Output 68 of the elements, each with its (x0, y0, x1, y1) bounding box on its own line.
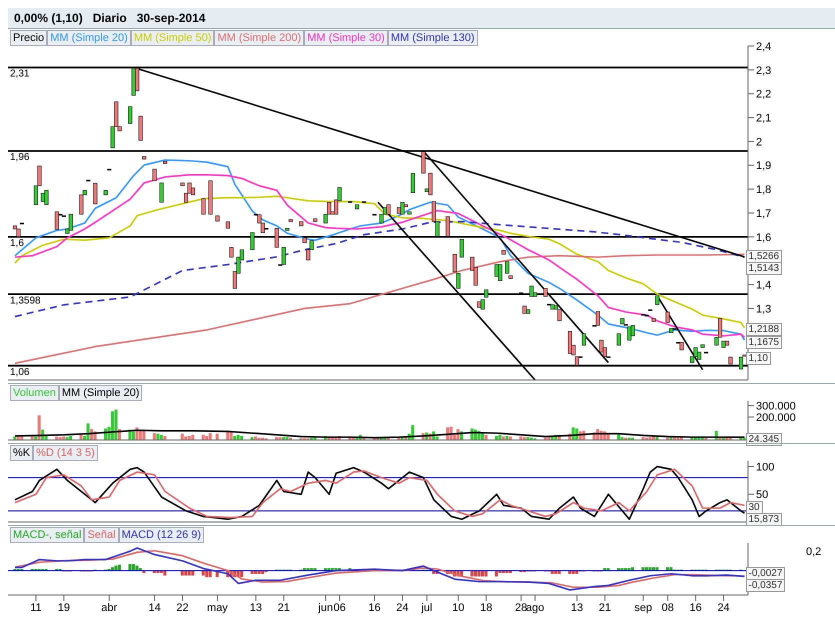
ref-line-label: 1,06 (10, 366, 30, 378)
x-tick-label: 16 (368, 602, 381, 614)
x-tick-label: 13 (570, 602, 584, 614)
x-tick-label: 22 (176, 602, 189, 614)
y-tick-label: 300.000 (756, 400, 796, 412)
annotation: 1,10 (746, 352, 771, 365)
ref-line-label: 1,3598 (10, 295, 42, 306)
y-tick-label: 200.000 (756, 412, 796, 424)
x-tick-label: 16 (690, 602, 702, 614)
x-tick-label: 28 (514, 602, 528, 614)
x-tick-label: may (207, 602, 228, 614)
series-label: MACD (12 26 9) (118, 527, 204, 543)
y-tick-label: 50 (756, 489, 768, 502)
annotation: 30 (746, 500, 763, 514)
text: MM (Simple 130) (388, 30, 478, 46)
y-tick-label: 1,7 (756, 208, 772, 220)
y-tick-label: 1,9 (756, 160, 772, 172)
annotation: 15,873 (746, 512, 782, 526)
legend-title: Precio (10, 30, 48, 46)
x-tick-label: 14 (148, 602, 161, 614)
x-tick-label: 21 (278, 602, 290, 614)
x-tick-label: abr (101, 602, 118, 614)
text: MM (Simple 30) (304, 30, 388, 46)
ref-line-label: 2,31 (10, 68, 30, 80)
x-tick-label: 13 (250, 602, 262, 614)
text: %K (10, 445, 34, 461)
x-tick-label: jun (317, 602, 333, 614)
y-tick-label: 1,6 (756, 232, 772, 244)
x-tick-label: 08 (662, 602, 674, 614)
x-tick-label: ago (526, 602, 544, 614)
x-tick-label: 10 (452, 602, 464, 614)
y-tick-label: 1,4 (756, 279, 772, 292)
text: MM (Simple 200) (214, 30, 304, 46)
annotation: -0,0027 (746, 566, 786, 580)
y-tick-label: 1,8 (756, 184, 772, 196)
text: MM (Simple 50) (130, 30, 214, 46)
text: MM (Simple 20) (58, 385, 142, 401)
x-tick-label: 06 (333, 602, 346, 614)
x-tick-label: jul (420, 602, 432, 614)
annotation: 1,2188 (746, 323, 782, 336)
y-tick-label: 2,2 (756, 88, 772, 101)
y-tick-label: 100 (756, 461, 774, 474)
x-tick-label: 24 (396, 602, 409, 614)
annotation: 1,1675 (746, 336, 782, 349)
ref-line-label: 1,6 (10, 238, 24, 249)
x-tick-label: 21 (598, 602, 612, 614)
y-tick-label: 1,3 (756, 303, 772, 316)
x-tick-label: 19 (58, 602, 70, 614)
y-tick-label: 2,4 (756, 40, 772, 53)
annotation: -0,0357 (746, 578, 786, 592)
annotation: 1,5266 (746, 250, 782, 263)
x-tick-label: sep (634, 602, 652, 614)
y-tick-label: 2,1 (756, 112, 772, 124)
annotation: 24.345 (746, 432, 782, 446)
y-tick-label: 2,3 (756, 64, 772, 77)
x-tick-label: 11 (30, 602, 42, 614)
text: Volumen (10, 385, 59, 401)
ref-line-label: 1,96 (10, 152, 30, 164)
text: 0,2 (806, 546, 822, 558)
series-label: %D (14 3 5) (33, 445, 98, 461)
x-tick-label: 18 (480, 602, 492, 614)
y-tick-label: 2 (756, 136, 762, 148)
chart-title: 0,00% (1,10) Diario 30-sep-2014 (8, 8, 835, 28)
text: MACD-, señal (10, 527, 84, 543)
series-label: Señal (84, 527, 119, 543)
annotation: 1,5143 (746, 262, 782, 275)
text: MM (Simple 20) (47, 30, 131, 46)
x-tick-label: 24 (717, 602, 730, 614)
